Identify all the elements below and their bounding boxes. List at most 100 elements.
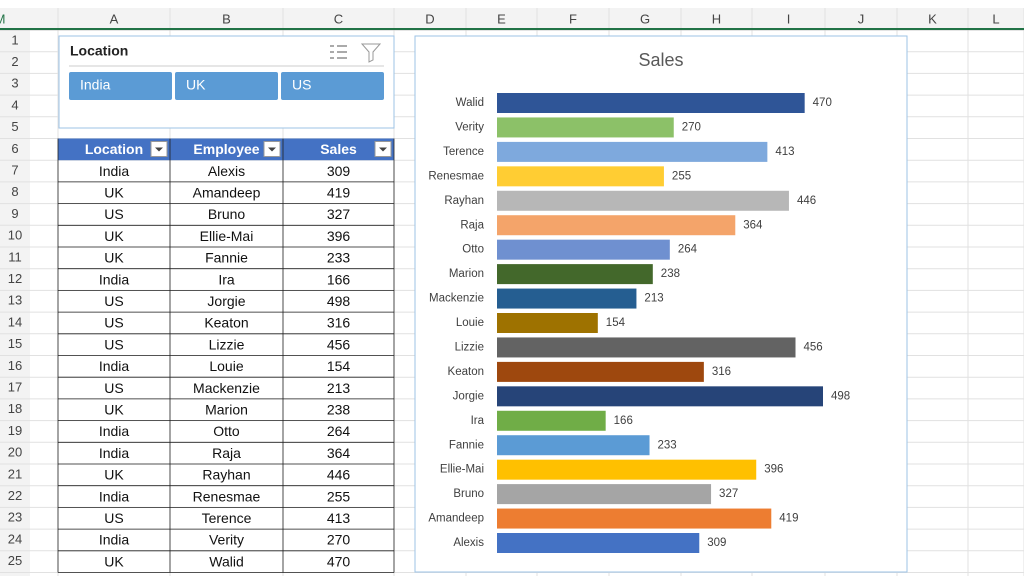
bar — [497, 508, 772, 529]
data-label: 270 — [682, 121, 701, 133]
bar — [497, 361, 704, 382]
row-number: 25 — [8, 553, 22, 568]
table-cell: Fannie — [205, 250, 248, 266]
table-cell: Keaton — [204, 315, 248, 331]
table-cell: 270 — [327, 532, 351, 548]
bar — [497, 190, 789, 211]
table-cell: 255 — [327, 488, 351, 504]
table-cell: Bruno — [208, 206, 246, 222]
bar — [497, 141, 768, 162]
row-number: 23 — [8, 510, 22, 525]
table-header: Employee — [193, 141, 259, 157]
bar — [497, 533, 700, 553]
table-cell: 413 — [327, 510, 351, 526]
category-label: Verity — [455, 121, 484, 133]
table-cell: Mackenzie — [193, 380, 260, 396]
bar — [497, 386, 823, 407]
category-label: Amandeep — [428, 513, 484, 525]
row-number: 10 — [8, 228, 22, 243]
row-number: 20 — [8, 445, 22, 460]
row-number: 11 — [8, 249, 22, 264]
table-cell: 213 — [327, 380, 351, 396]
table-cell: India — [99, 163, 130, 179]
row-number: 21 — [8, 466, 22, 481]
table-cell: Rayhan — [202, 467, 250, 483]
bar — [497, 166, 664, 187]
table-cell: 446 — [327, 467, 351, 483]
table-header: Sales — [320, 141, 357, 157]
table-cell: US — [104, 510, 123, 526]
clear-filter-icon[interactable] — [360, 43, 382, 63]
table-cell: Alexis — [208, 163, 245, 179]
data-label: 364 — [743, 219, 763, 231]
category-label: Keaton — [448, 366, 484, 378]
category-label: Alexis — [453, 537, 484, 549]
row-number: 12 — [8, 271, 22, 286]
table-cell: Lizzie — [209, 336, 245, 352]
table-cell: US — [104, 206, 123, 222]
multi-select-icon[interactable] — [330, 45, 347, 59]
row-number: 24 — [8, 531, 22, 546]
column-letter: H — [712, 11, 721, 26]
data-label: 316 — [712, 366, 731, 378]
slicer-button[interactable] — [175, 72, 278, 100]
column-letter: M — [0, 11, 5, 26]
table-cell: UK — [104, 553, 124, 569]
data-label: 498 — [831, 390, 850, 402]
filter-arrow — [155, 147, 163, 152]
bar — [497, 484, 712, 505]
slicer-button[interactable] — [69, 72, 172, 100]
row-number: 17 — [8, 379, 22, 394]
slicer-button[interactable] — [281, 72, 384, 100]
column-letter: G — [640, 11, 650, 26]
table-cell: Terence — [202, 510, 252, 526]
bar — [497, 288, 637, 309]
column-letter: K — [928, 11, 937, 26]
column-letter: E — [497, 11, 506, 26]
column-letter: C — [334, 11, 343, 26]
category-label: Terence — [443, 146, 484, 158]
row-number: 7 — [11, 162, 18, 177]
bar — [497, 313, 598, 333]
category-label: Otto — [462, 244, 484, 256]
category-label: Lizzie — [455, 341, 484, 353]
row-number: 16 — [8, 358, 22, 373]
column-header-bar — [0, 8, 1024, 30]
table-cell: India — [99, 271, 130, 287]
category-label: Ellie-Mai — [440, 464, 484, 476]
row-number: 5 — [11, 119, 18, 134]
column-letter: B — [222, 11, 231, 26]
category-label: Marion — [449, 268, 484, 280]
bar — [497, 93, 805, 113]
data-label: 233 — [658, 439, 677, 451]
table-cell: Otto — [213, 423, 240, 439]
row-header-bar — [0, 30, 30, 576]
data-label: 154 — [606, 317, 626, 329]
category-label: Bruno — [453, 488, 484, 500]
category-label: Jorgie — [453, 390, 484, 402]
row-number: 2 — [11, 54, 18, 69]
table-cell: 154 — [327, 358, 351, 374]
data-label: 238 — [661, 268, 680, 280]
data-label: 166 — [614, 415, 633, 427]
row-number: 15 — [8, 336, 22, 351]
category-label: Rayhan — [444, 195, 484, 207]
table-cell: 264 — [327, 423, 351, 439]
table-cell: UK — [104, 184, 124, 200]
table-cell: Renesmae — [193, 488, 261, 504]
bar — [497, 459, 757, 480]
row-number: 4 — [11, 97, 18, 112]
bar — [497, 410, 606, 431]
data-label: 255 — [672, 170, 691, 182]
table-cell: India — [99, 488, 130, 504]
table-cell: US — [104, 293, 123, 309]
table-cell: Verity — [209, 532, 244, 548]
slicer-title: Location — [70, 43, 128, 59]
table-cell: India — [99, 445, 130, 461]
data-label: 470 — [813, 97, 832, 109]
table-cell: 166 — [327, 271, 351, 287]
bar — [497, 117, 674, 138]
table-cell: Amandeep — [193, 184, 261, 200]
table-cell: 419 — [327, 184, 351, 200]
table-cell: India — [99, 532, 130, 548]
